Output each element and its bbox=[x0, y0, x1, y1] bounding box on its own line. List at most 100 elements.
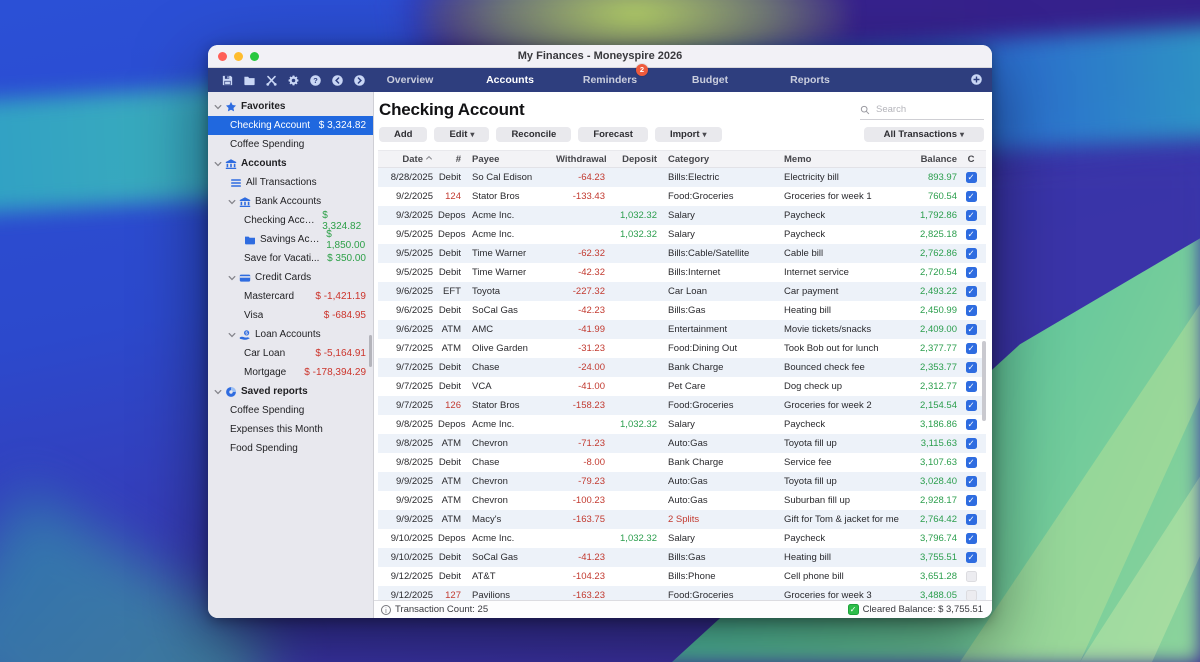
table-row[interactable]: 9/5/2025DebitTime Warner-42.32Bills:Inte… bbox=[378, 263, 986, 282]
sidebar-item-save-for-vacati[interactable]: Save for Vacati...$ 350.00 bbox=[208, 249, 373, 268]
cleared-checkbox[interactable]: ✓ bbox=[966, 438, 977, 449]
table-row[interactable]: 9/2/2025124Stator Bros-133.43Food:Grocer… bbox=[378, 187, 986, 206]
column-header-date[interactable]: Date bbox=[378, 154, 438, 165]
cleared-checkbox[interactable]: ✓ bbox=[966, 457, 977, 468]
search-input[interactable] bbox=[874, 103, 984, 116]
filter-all-transactions-button[interactable]: All Transactions▾ bbox=[864, 127, 984, 142]
forecast-button[interactable]: Forecast bbox=[578, 127, 648, 142]
table-row[interactable]: 9/7/2025126Stator Bros-158.23Food:Grocer… bbox=[378, 396, 986, 415]
table-row[interactable]: 9/8/2025DepositAcme Inc.1,032.32SalaryPa… bbox=[378, 415, 986, 434]
back-icon[interactable] bbox=[331, 74, 344, 87]
tab-reports[interactable]: Reports bbox=[760, 68, 860, 92]
sidebar-item-all-transactions[interactable]: All Transactions bbox=[208, 173, 373, 192]
cleared-checkbox[interactable]: ✓ bbox=[966, 514, 977, 525]
table-row[interactable]: 9/9/2025ATMChevron-79.23Auto:GasToyota f… bbox=[378, 472, 986, 491]
sidebar-scrollbar[interactable] bbox=[369, 335, 372, 367]
tools-icon[interactable] bbox=[265, 74, 278, 87]
table-row[interactable]: 9/8/2025ATMChevron-71.23Auto:GasToyota f… bbox=[378, 434, 986, 453]
column-header-payee[interactable]: Payee bbox=[466, 154, 556, 165]
table-row[interactable]: 9/7/2025DebitVCA-41.00Pet CareDog check … bbox=[378, 377, 986, 396]
cleared-checkbox[interactable]: ✓ bbox=[966, 305, 977, 316]
sidebar-item-car-loan[interactable]: Car Loan$ -5,164.91 bbox=[208, 344, 373, 363]
cleared-checkbox[interactable]: ✓ bbox=[966, 400, 977, 411]
tab-overview[interactable]: Overview bbox=[360, 68, 460, 92]
table-row[interactable]: 9/5/2025DepositAcme Inc.1,032.32SalaryPa… bbox=[378, 225, 986, 244]
table-row[interactable]: 9/6/2025DebitSoCal Gas-42.23Bills:GasHea… bbox=[378, 301, 986, 320]
table-row[interactable]: 9/5/2025DebitTime Warner-62.32Bills:Cabl… bbox=[378, 244, 986, 263]
table-row[interactable]: 9/10/2025DebitSoCal Gas-41.23Bills:GasHe… bbox=[378, 548, 986, 567]
sidebar-item-visa[interactable]: Visa$ -684.95 bbox=[208, 306, 373, 325]
add-button[interactable]: Add bbox=[379, 127, 427, 142]
sidebar-item-mortgage[interactable]: Mortgage$ -178,394.29 bbox=[208, 363, 373, 382]
cleared-checkbox[interactable]: ✓ bbox=[966, 324, 977, 335]
cleared-checkbox[interactable]: ✓ bbox=[966, 381, 977, 392]
column-header-[interactable]: # bbox=[438, 154, 466, 165]
sidebar-item-credit-cards[interactable]: Credit Cards bbox=[208, 268, 373, 287]
table-row[interactable]: 9/10/2025DepositAcme Inc.1,032.32SalaryP… bbox=[378, 529, 986, 548]
sidebar-item-coffee-spending[interactable]: Coffee Spending bbox=[208, 401, 373, 420]
chevron-down-icon[interactable] bbox=[213, 102, 223, 112]
edit-button[interactable]: Edit▾ bbox=[434, 127, 489, 142]
cleared-checkbox[interactable]: ✓ bbox=[966, 533, 977, 544]
cleared-checkbox[interactable]: ✓ bbox=[966, 267, 977, 278]
sidebar-item-bank-accounts[interactable]: Bank Accounts bbox=[208, 192, 373, 211]
import-button[interactable]: Import▾ bbox=[655, 127, 722, 142]
chevron-down-icon[interactable] bbox=[227, 330, 237, 340]
table-row[interactable]: 9/3/2025DepositAcme Inc.1,032.32SalaryPa… bbox=[378, 206, 986, 225]
table-row[interactable]: 9/9/2025ATMMacy's-163.752 SplitsGift for… bbox=[378, 510, 986, 529]
table-row[interactable]: 8/28/2025DebitSo Cal Edison-64.23Bills:E… bbox=[378, 168, 986, 187]
chevron-down-icon[interactable] bbox=[213, 387, 223, 397]
table-row[interactable]: 9/12/2025127Pavilions-163.23Food:Groceri… bbox=[378, 586, 986, 600]
column-header-withdrawal[interactable]: Withdrawal bbox=[556, 154, 610, 165]
plus-icon[interactable] bbox=[970, 73, 983, 86]
table-row[interactable]: 9/12/2025DebitAT&T-104.23Bills:PhoneCell… bbox=[378, 567, 986, 586]
cleared-checkbox[interactable]: ✓ bbox=[966, 229, 977, 240]
help-icon[interactable]: ? bbox=[309, 74, 322, 87]
sidebar-item-mastercard[interactable]: Mastercard$ -1,421.19 bbox=[208, 287, 373, 306]
close-button[interactable] bbox=[218, 52, 227, 61]
column-header-balance[interactable]: Balance bbox=[904, 154, 962, 165]
sidebar-item-food-spending[interactable]: Food Spending bbox=[208, 439, 373, 458]
chevron-down-icon[interactable] bbox=[227, 273, 237, 283]
cleared-checkbox[interactable]: ✓ bbox=[966, 172, 977, 183]
settings-icon[interactable] bbox=[287, 74, 300, 87]
sidebar-item-accounts[interactable]: Accounts bbox=[208, 154, 373, 173]
cleared-checkbox[interactable] bbox=[966, 590, 977, 600]
cleared-checkbox[interactable]: ✓ bbox=[966, 419, 977, 430]
column-header-memo[interactable]: Memo bbox=[778, 154, 904, 165]
sidebar-item-checking-account[interactable]: Checking Account$ 3,324.82 bbox=[208, 211, 373, 230]
cleared-checkbox[interactable]: ✓ bbox=[966, 286, 977, 297]
cleared-checkbox[interactable]: ✓ bbox=[966, 191, 977, 202]
table-scrollbar[interactable] bbox=[982, 341, 986, 421]
save-icon[interactable] bbox=[221, 74, 234, 87]
cleared-checkbox[interactable]: ✓ bbox=[966, 343, 977, 354]
cleared-checkbox[interactable]: ✓ bbox=[966, 495, 977, 506]
sidebar-item-savings-account[interactable]: Savings Account$ 1,850.00 bbox=[208, 230, 373, 249]
cleared-checkbox[interactable] bbox=[966, 571, 977, 582]
sidebar-item-checking-account[interactable]: Checking Account$ 3,324.82 bbox=[208, 116, 373, 135]
sidebar-item-favorites[interactable]: Favorites bbox=[208, 97, 373, 116]
tab-reminders[interactable]: Reminders2 bbox=[560, 68, 660, 92]
cleared-checkbox[interactable]: ✓ bbox=[966, 362, 977, 373]
column-header-deposit[interactable]: Deposit bbox=[610, 154, 662, 165]
tab-budget[interactable]: Budget bbox=[660, 68, 760, 92]
column-header-c[interactable]: C bbox=[962, 154, 980, 165]
open-folder-icon[interactable] bbox=[243, 74, 256, 87]
table-row[interactable]: 9/7/2025ATMOlive Garden-31.23Food:Dining… bbox=[378, 339, 986, 358]
tab-accounts[interactable]: Accounts bbox=[460, 68, 560, 92]
column-header-category[interactable]: Category bbox=[662, 154, 778, 165]
minimize-button[interactable] bbox=[234, 52, 243, 61]
sidebar-item-coffee-spending[interactable]: Coffee Spending bbox=[208, 135, 373, 154]
zoom-button[interactable] bbox=[250, 52, 259, 61]
table-row[interactable]: 9/8/2025DebitChase-8.00Bank ChargeServic… bbox=[378, 453, 986, 472]
cleared-checkbox[interactable]: ✓ bbox=[966, 248, 977, 259]
table-row[interactable]: 9/6/2025EFTToyota-227.32Car LoanCar paym… bbox=[378, 282, 986, 301]
table-row[interactable]: 9/7/2025DebitChase-24.00Bank ChargeBounc… bbox=[378, 358, 986, 377]
chevron-down-icon[interactable] bbox=[213, 159, 223, 169]
table-row[interactable]: 9/9/2025ATMChevron-100.23Auto:GasSuburba… bbox=[378, 491, 986, 510]
cleared-checkbox[interactable]: ✓ bbox=[966, 210, 977, 221]
sidebar-item-saved-reports[interactable]: Saved reports bbox=[208, 382, 373, 401]
chevron-down-icon[interactable] bbox=[227, 197, 237, 207]
sidebar-item-expenses-this-month[interactable]: Expenses this Month bbox=[208, 420, 373, 439]
table-row[interactable]: 9/6/2025ATMAMC-41.99EntertainmentMovie t… bbox=[378, 320, 986, 339]
